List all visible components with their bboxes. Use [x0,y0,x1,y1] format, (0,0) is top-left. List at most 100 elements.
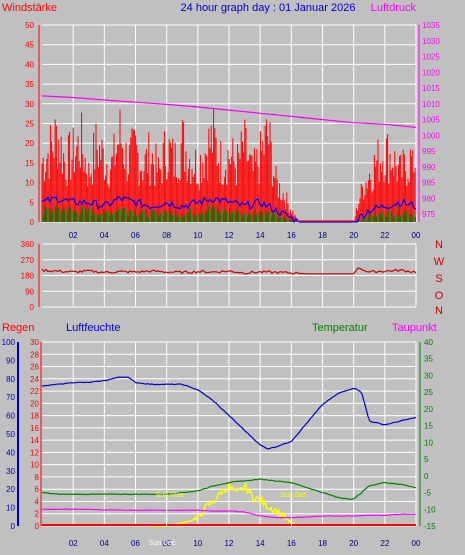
rain-tick-label: 6 [35,485,40,494]
x-tick-label: 20 [349,231,358,240]
temperature-tick-label: 10 [424,438,433,447]
wind-tick-label: 45 [25,41,34,50]
pressure-tick-label: 1030 [422,37,440,46]
x-tick-label: 06 [131,231,140,240]
temperature-tick-label: 15 [424,422,433,431]
direction-tick-label: 360 [21,240,35,249]
rain-tick-label: 28 [30,350,39,359]
x-tick-label: 12 [225,231,234,240]
humidity-tick-label: 70 [6,393,15,402]
x-tick-label: 04 [100,231,109,240]
wind-tick-label: 20 [25,139,34,148]
wind-tick-label: 30 [25,100,34,109]
humidity-tick-label: 90 [6,356,15,365]
humidity-line [42,376,417,450]
humidity-tick-label: 30 [6,467,15,476]
compass-label: N [435,305,443,317]
dewpoint-line [41,508,416,519]
wind-axis-title: Windstärke [2,2,57,14]
wind-tick-label: 35 [25,80,34,89]
humidity-tick-label: 80 [6,375,15,384]
temperature-tick-label: 0 [424,472,429,481]
x-tick-label: 18 [318,539,327,548]
sun-dec-label: Sun Dec [149,540,176,547]
pressure-tick-label: 985 [422,179,436,188]
wind-average-line [41,195,417,224]
dewpoint-axis-title: Taupunkt [392,322,437,334]
x-tick-label: 20 [349,539,358,548]
temperature-tick-label: 20 [424,405,433,414]
humidity-axis-title: Luftfeuchte [66,322,120,334]
temperature-tick-label: 5 [424,455,429,464]
temperature-tick-label: 35 [424,355,433,364]
x-tick-label: 10 [193,231,202,240]
pressure-tick-label: 1020 [422,68,440,77]
pressure-tick-label: 1000 [422,131,440,140]
compass-label: O [435,290,444,302]
humidity-temperature-chart: 0246810121416182022242628300102030405060… [2,338,436,548]
rain-tick-label: 20 [30,399,39,408]
x-tick-label: 04 [100,539,109,548]
temperature-tick-label: 30 [424,371,433,380]
x-tick-label: 08 [162,539,171,548]
x-tick-label: 16 [287,539,296,548]
x-tick-label: 16 [287,231,296,240]
temperature-axis-title: Temperatur [312,322,368,334]
temperature-tick-label: 25 [424,388,433,397]
temperature-tick-label: -5 [424,489,432,498]
rain-tick-label: 22 [30,387,39,396]
rain-tick-label: 8 [35,473,40,482]
rain-tick-label: 16 [30,424,39,433]
wind-tick-label: 15 [25,159,34,168]
direction-tick-label: 180 [21,272,35,281]
wind-tick-label: 50 [25,21,34,30]
humidity-tick-label: 60 [6,412,15,421]
humidity-tick-label: 50 [6,430,15,439]
rain-tick-label: 0 [35,522,40,531]
pressure-tick-label: 1035 [422,21,440,30]
wind-tick-label: 25 [25,120,34,129]
x-tick-label: 10 [193,539,202,548]
rain-tick-label: 4 [35,497,40,506]
compass-label: N [435,239,443,251]
x-tick-label: 02 [69,231,78,240]
pressure-tick-label: 1010 [422,100,440,109]
x-tick-label: 22 [380,539,389,548]
wind-tick-label: 40 [25,60,34,69]
x-tick-label: 14 [256,231,265,240]
wind-direction-line [41,267,417,275]
rain-tick-label: 12 [30,448,39,457]
humidity-tick-label: 40 [6,448,15,457]
rain-tick-label: 26 [30,363,39,372]
rain-tick-label: 10 [30,461,39,470]
x-tick-label: 00 [412,539,421,548]
rain-tick-label: 24 [30,375,39,384]
rain-tick-label: 14 [30,436,39,445]
pressure-tick-label: 995 [422,147,436,156]
pressure-tick-label: 980 [422,194,436,203]
x-tick-label: 02 [69,539,78,548]
humidity-tick-label: 100 [2,338,16,347]
pressure-tick-label: 990 [422,163,436,172]
rain-tick-label: 2 [35,510,40,519]
compass-label: W [434,256,445,268]
rain-tick-label: 18 [30,412,39,421]
x-tick-label: 06 [131,539,140,548]
temperature-tick-label: -15 [424,522,436,531]
x-tick-label: 08 [162,231,171,240]
pressure-line [41,95,417,128]
pressure-tick-label: 1015 [422,84,440,93]
chart-title: 24 hour graph day : 01 Januar 2026 [181,2,356,14]
pressure-axis-title: Luftdruck [371,2,417,14]
pressure-tick-label: 975 [422,210,436,219]
x-tick-label: 22 [380,231,389,240]
temperature-line [42,478,417,500]
temperature-tick-label: 40 [424,338,433,347]
x-tick-label: 00 [412,231,421,240]
direction-tick-label: 90 [25,287,34,296]
wind-tick-label: 0 [30,218,35,227]
wind-min-bars [41,203,416,222]
x-tick-label: 14 [256,539,265,548]
